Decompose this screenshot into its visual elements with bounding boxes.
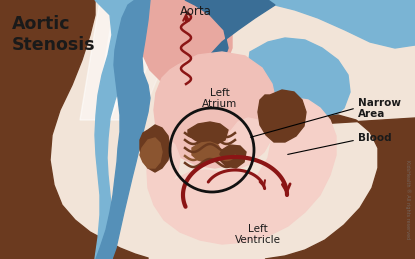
Polygon shape <box>220 145 246 168</box>
Text: Aorta: Aorta <box>180 5 212 18</box>
Polygon shape <box>258 90 306 142</box>
Polygon shape <box>96 0 150 259</box>
Text: Aortic
Stenosis: Aortic Stenosis <box>12 15 95 54</box>
Polygon shape <box>140 125 170 172</box>
Polygon shape <box>95 0 138 259</box>
Text: Left
Atrium: Left Atrium <box>203 88 238 109</box>
Text: Narrow
Area: Narrow Area <box>358 98 401 119</box>
Polygon shape <box>80 0 160 120</box>
Polygon shape <box>188 122 228 145</box>
Polygon shape <box>178 0 275 108</box>
Polygon shape <box>147 98 336 244</box>
Polygon shape <box>265 115 415 259</box>
Polygon shape <box>154 52 276 168</box>
Polygon shape <box>142 0 232 88</box>
Text: Left
Ventricle: Left Ventricle <box>235 224 281 245</box>
Polygon shape <box>95 0 175 120</box>
Polygon shape <box>110 0 190 120</box>
Polygon shape <box>192 142 222 163</box>
Polygon shape <box>140 138 162 168</box>
Polygon shape <box>248 38 350 126</box>
Polygon shape <box>0 0 148 259</box>
Polygon shape <box>268 0 415 48</box>
Text: Blood: Blood <box>358 133 392 143</box>
Text: KidsHealth ® All rights reserved: KidsHealth ® All rights reserved <box>405 160 411 240</box>
